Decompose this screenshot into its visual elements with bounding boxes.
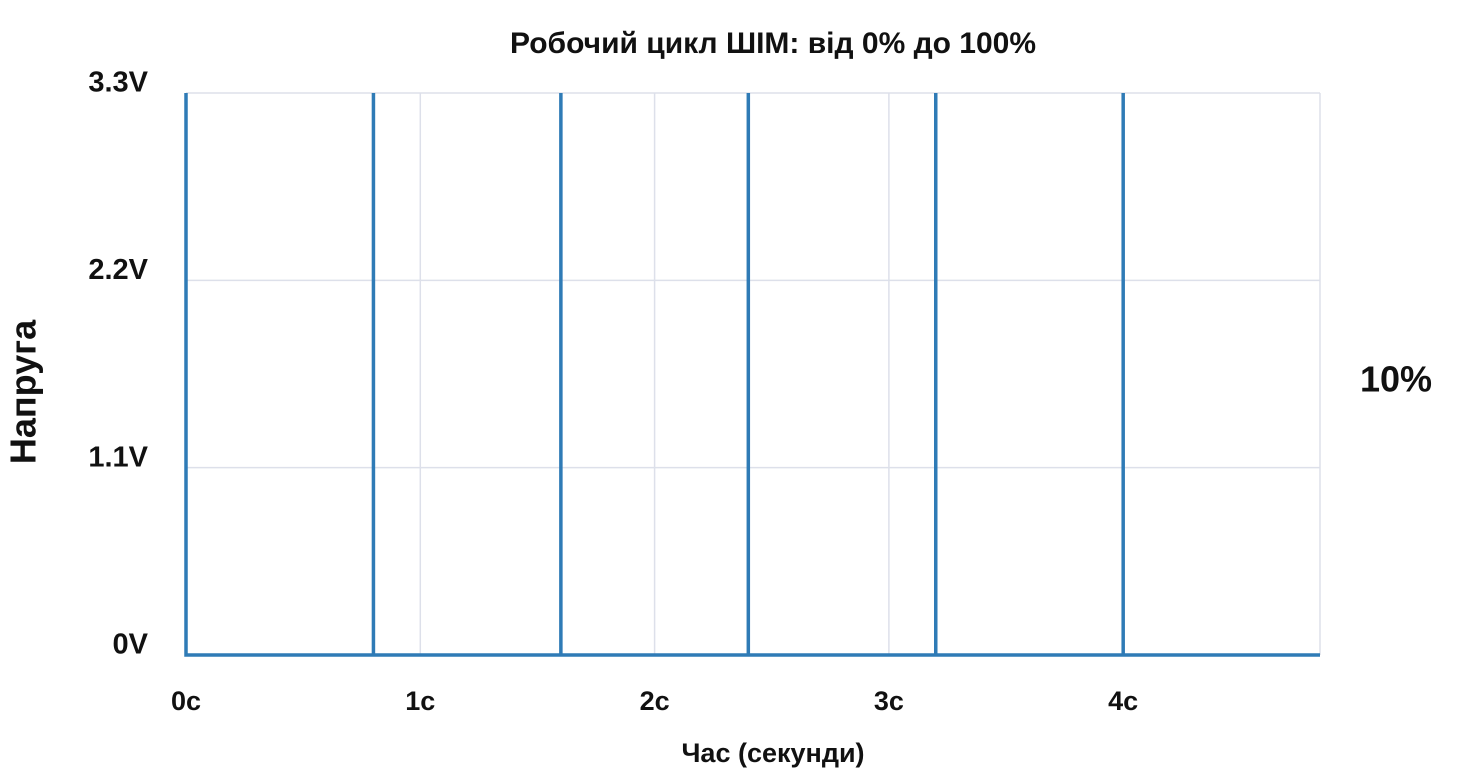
x-tick-label: 0с (171, 686, 201, 716)
y-tick-label: 0V (113, 629, 149, 661)
x-tick-label: 3с (874, 686, 904, 716)
y-axis-label: Напруга (3, 319, 44, 464)
chart-title: Робочий цикл ШІМ: від 0% до 100% (510, 27, 1036, 60)
x-tick-label: 4с (1108, 686, 1138, 716)
x-tick-label: 2с (640, 686, 670, 716)
x-tick-label: 1с (405, 686, 435, 716)
y-tick-label: 1.1V (88, 441, 148, 473)
y-tick-label: 3.3V (88, 67, 148, 99)
y-tick-label: 2.2V (88, 254, 148, 286)
x-axis-label: Час (секунди) (681, 738, 864, 768)
annotation: 10% (1360, 359, 1432, 400)
series-line (184, 93, 1320, 657)
